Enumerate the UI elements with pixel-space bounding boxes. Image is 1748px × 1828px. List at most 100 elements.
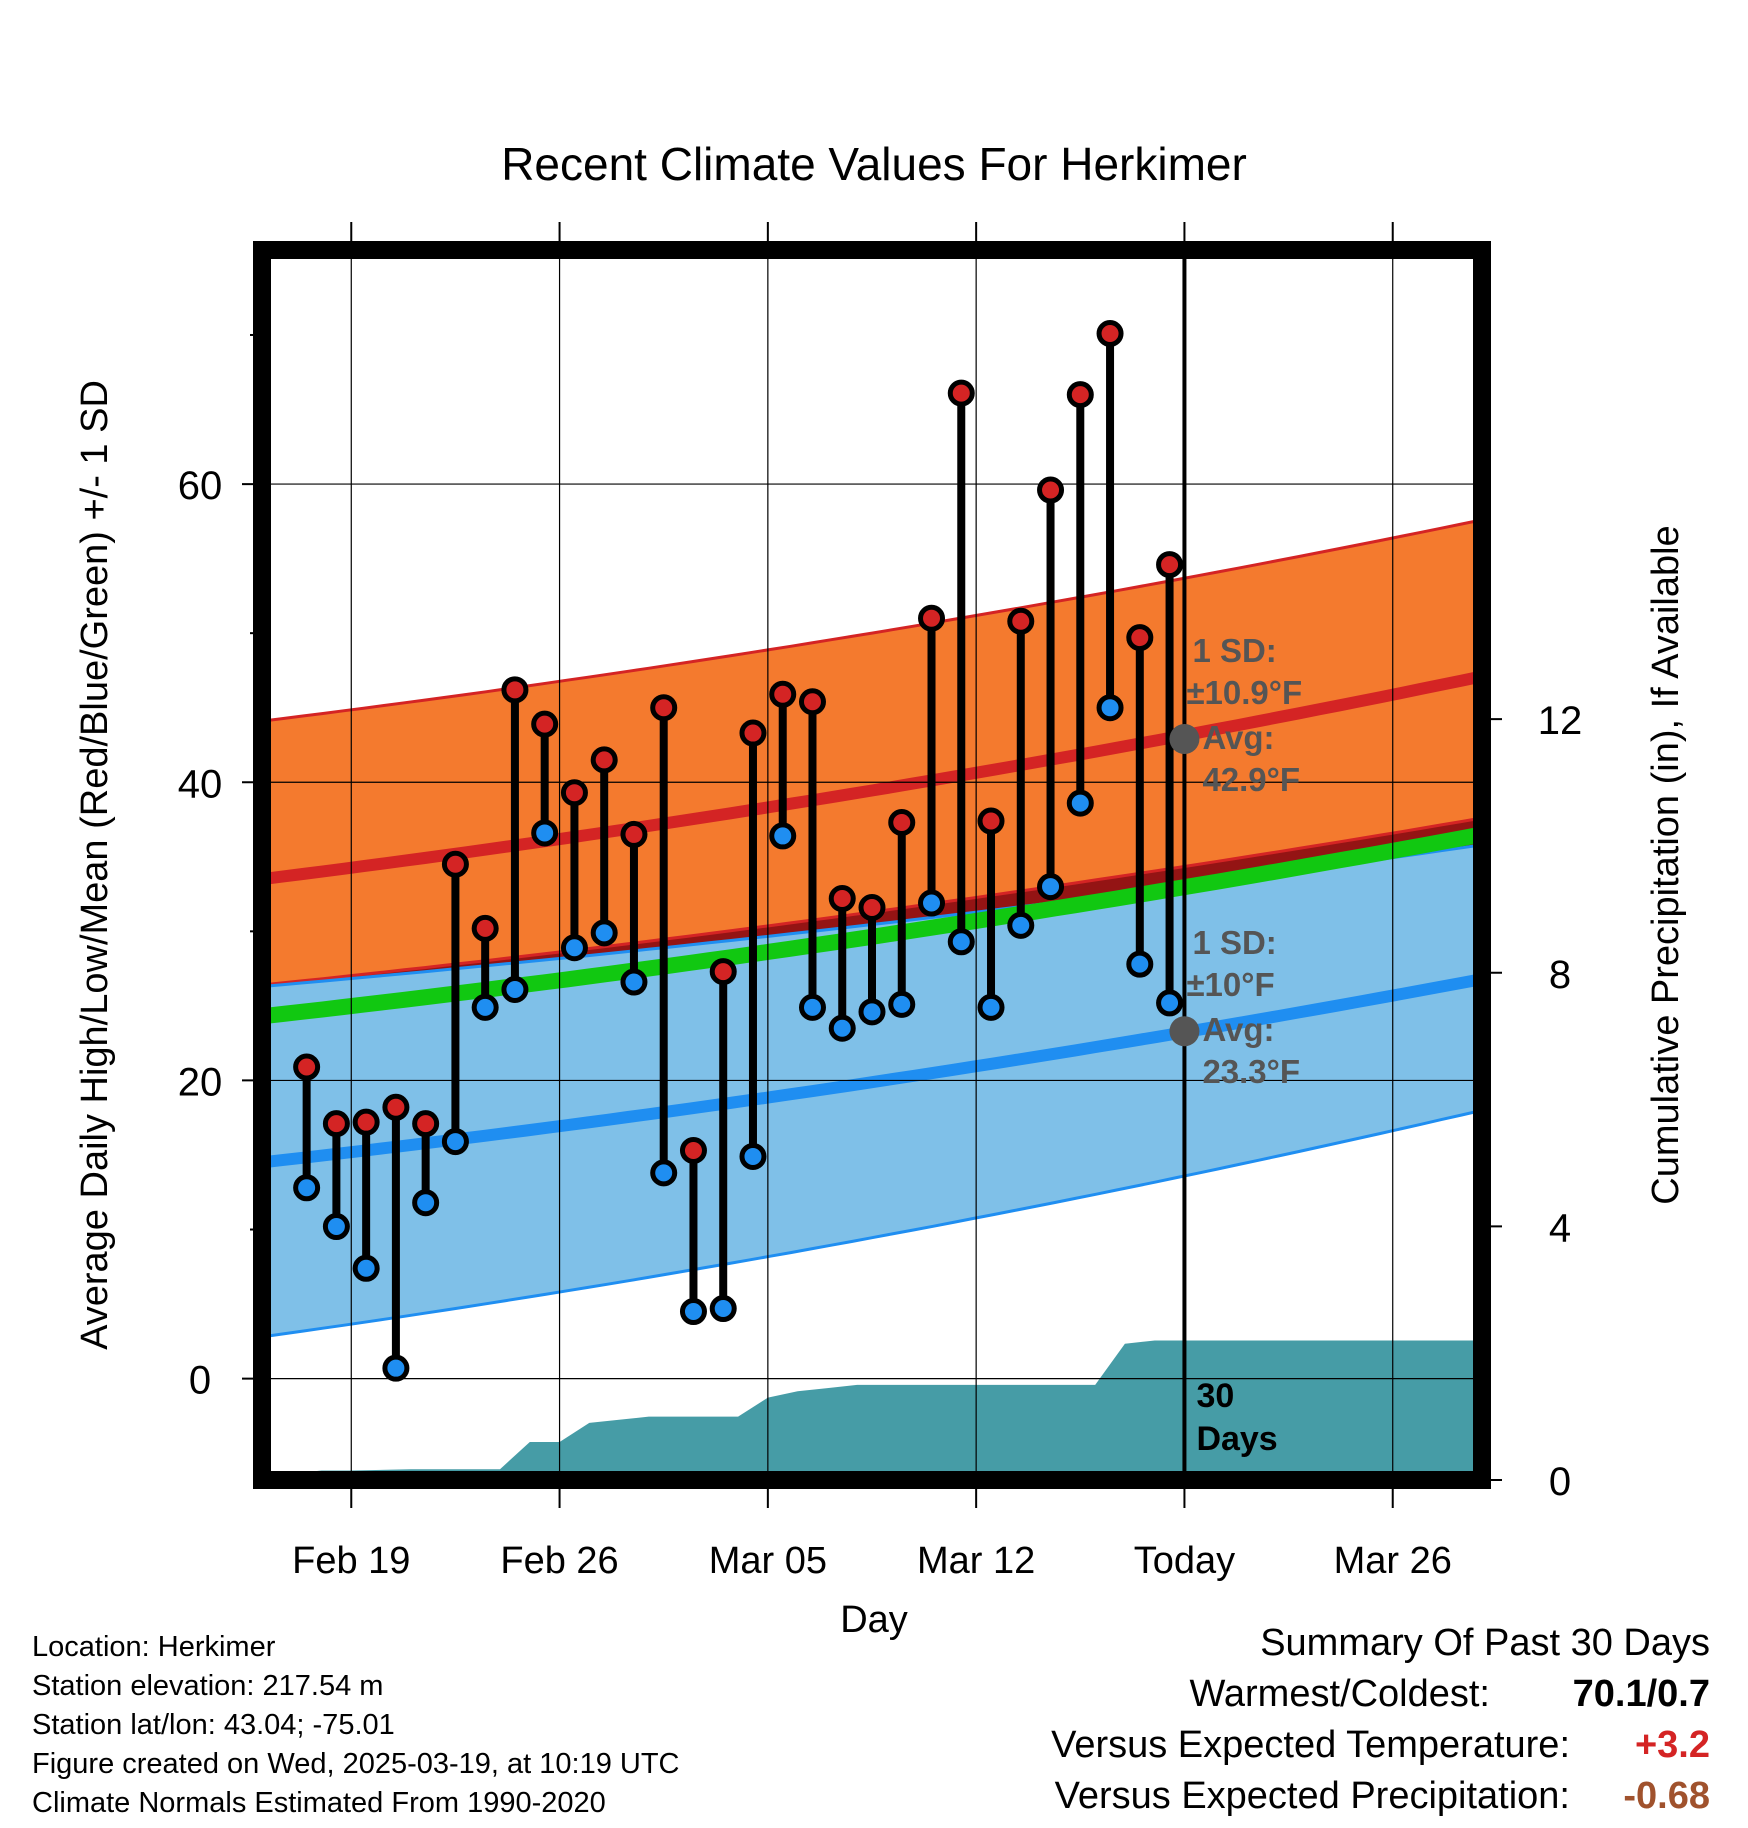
- daily-high-point: [531, 710, 559, 738]
- daily-high-point: [858, 893, 886, 921]
- y2-tick-label: 0: [1549, 1460, 1571, 1504]
- daily-low-point: [1156, 989, 1184, 1017]
- daily-low-point: [352, 1254, 380, 1282]
- daily-low-point: [828, 1014, 856, 1042]
- plot-frame: [253, 241, 1491, 1489]
- elevation-text: Station elevation: 217.54 m: [32, 1670, 384, 1702]
- daily-high-point: [918, 604, 946, 632]
- x-axis-label: Day: [840, 1599, 908, 1641]
- warm-cold-label: Warmest/Coldest:: [1189, 1673, 1490, 1715]
- y-tick-label: 20: [178, 1060, 223, 1104]
- daily-low-point: [888, 990, 916, 1018]
- warm-cold-row: Warmest/Coldest: 70.1/0.7: [810, 1673, 1710, 1724]
- warm-cold-value: 70.1/0.7: [1572, 1673, 1710, 1715]
- today-high-avg-label: Avg:: [1202, 719, 1274, 756]
- normal-high-band: [262, 519, 1482, 985]
- normal-high-line: [262, 670, 1482, 886]
- y2-tick-label: 12: [1538, 699, 1583, 743]
- daily-low-point: [531, 819, 559, 847]
- precip-area: [262, 1340, 1482, 1480]
- daily-low-point: [471, 993, 499, 1021]
- daily-low-point: [977, 993, 1005, 1021]
- x-tick-label: Feb 19: [292, 1540, 410, 1582]
- daily-low-point: [1096, 694, 1124, 722]
- x-tick-label: Mar 26: [1334, 1540, 1452, 1582]
- daily-high-point: [382, 1093, 410, 1121]
- daily-high-point: [739, 719, 767, 747]
- chart-title: Recent Climate Values For Herkimer: [501, 138, 1247, 190]
- daily-low-point: [739, 1142, 767, 1170]
- precip-period-label: 30: [1196, 1377, 1234, 1415]
- daily-high-point: [1096, 319, 1124, 347]
- daily-low-point: [679, 1298, 707, 1326]
- y-tick-label: 0: [189, 1359, 211, 1403]
- daily-high-point: [471, 914, 499, 942]
- daily-low-point: [382, 1354, 410, 1382]
- temp-row: Versus Expected Temperature: +3.2: [810, 1724, 1710, 1775]
- daily-high-point: [828, 885, 856, 913]
- daily-low-point: [322, 1213, 350, 1241]
- today-low-sd-label: 1 SD:: [1192, 924, 1276, 961]
- x-tick-label: Mar 05: [709, 1540, 827, 1582]
- daily-low-point: [560, 934, 588, 962]
- daily-high-point: [650, 694, 678, 722]
- daily-high-point: [293, 1053, 321, 1081]
- x-tick-label: Mar 12: [917, 1540, 1035, 1582]
- normals-text: Climate Normals Estimated From 1990-2020: [32, 1787, 606, 1819]
- daily-high-point: [501, 676, 529, 704]
- daily-high-point: [1066, 381, 1094, 409]
- daily-low-point: [709, 1295, 737, 1323]
- daily-low-point: [1037, 873, 1065, 901]
- station-info: Location: Herkimer Station elevation: 21…: [32, 1628, 680, 1823]
- y2-tick-label: 8: [1549, 953, 1571, 997]
- location-text: Location: Herkimer: [32, 1631, 276, 1663]
- x-tick-label: Today: [1134, 1540, 1235, 1582]
- daily-low-point: [1126, 950, 1154, 978]
- precip-value: -0.68: [1623, 1775, 1710, 1817]
- today-low-sd-value: ±10°F: [1186, 966, 1274, 1003]
- today-high-sd-label: 1 SD:: [1192, 632, 1276, 669]
- daily-high-point: [1126, 624, 1154, 652]
- precip-row: Versus Expected Precipitation: -0.68: [810, 1775, 1710, 1826]
- daily-high-point: [352, 1108, 380, 1136]
- today-low-normal-marker: [1169, 1016, 1200, 1047]
- daily-high-point: [1007, 607, 1035, 635]
- created-text: Figure created on Wed, 2025-03-19, at 10…: [32, 1748, 680, 1780]
- temp-label: Versus Expected Temperature:: [1051, 1724, 1570, 1766]
- daily-low-point: [769, 822, 797, 850]
- daily-low-point: [650, 1159, 678, 1187]
- daily-high-point: [1156, 551, 1184, 579]
- daily-high-point: [679, 1137, 707, 1165]
- daily-high-point: [620, 820, 648, 848]
- high-band-upper-edge: [262, 518, 1482, 723]
- daily-low-point: [947, 928, 975, 956]
- low-band-lower-edge: [262, 1108, 1482, 1339]
- y-tick-label: 40: [178, 762, 223, 806]
- daily-high-point: [769, 680, 797, 708]
- precip-period-label: Days: [1196, 1420, 1277, 1458]
- daily-high-point: [441, 850, 469, 878]
- daily-low-point: [798, 993, 826, 1021]
- daily-high-point: [709, 958, 737, 986]
- temp-value: +3.2: [1634, 1724, 1710, 1766]
- y2-tick-label: 4: [1549, 1206, 1571, 1250]
- precip-label: Versus Expected Precipitation:: [1054, 1775, 1570, 1817]
- summary-title-row: Summary Of Past 30 Days: [810, 1622, 1710, 1673]
- daily-high-point: [560, 779, 588, 807]
- x-tick-label: Feb 26: [500, 1540, 618, 1582]
- normal-low-band: [262, 844, 1482, 1337]
- latlon-text: Station lat/lon: 43.04; -75.01: [32, 1709, 395, 1741]
- summary-panel: Summary Of Past 30 Days Warmest/Coldest:…: [810, 1622, 1710, 1826]
- y-axis-label: Average Daily High/Low/Mean (Red/Blue/Gr…: [74, 380, 116, 1350]
- y2-axis-label: Cumulative Precipitation (in), If Availa…: [1645, 525, 1687, 1204]
- today-high-sd-value: ±10.9°F: [1186, 674, 1302, 711]
- daily-high-point: [977, 807, 1005, 835]
- summary-title: Summary Of Past 30 Days: [1260, 1622, 1710, 1664]
- today-high-normal-marker: [1169, 724, 1200, 755]
- daily-low-point: [620, 968, 648, 996]
- daily-low-point: [858, 998, 886, 1026]
- daily-high-point: [1037, 476, 1065, 504]
- daily-low-point: [1007, 911, 1035, 939]
- daily-low-point: [501, 975, 529, 1003]
- daily-high-point: [888, 809, 916, 837]
